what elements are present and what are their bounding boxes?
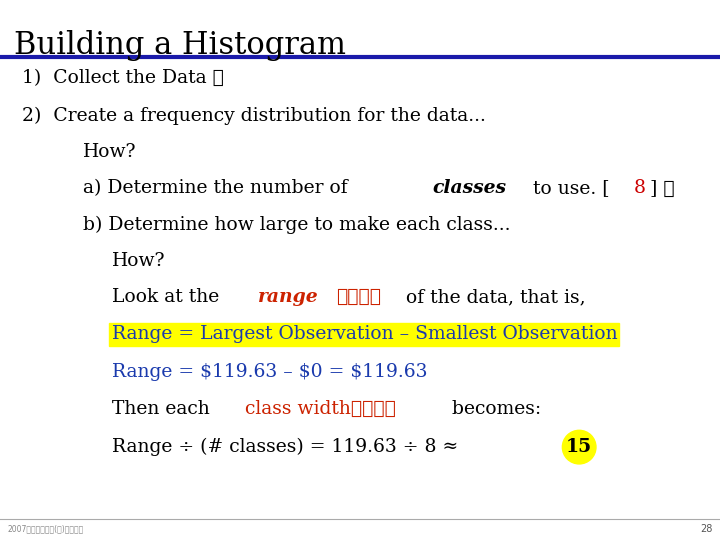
Text: Range ÷ (# classes) = 119.63 ÷ 8 ≈: Range ÷ (# classes) = 119.63 ÷ 8 ≈ bbox=[112, 438, 464, 456]
Text: 28: 28 bbox=[701, 524, 713, 534]
Text: classes: classes bbox=[432, 179, 506, 198]
Text: Range = $119.63 – $0 = $119.63: Range = $119.63 – $0 = $119.63 bbox=[112, 362, 427, 381]
Text: Range = Largest Observation – Smallest Observation: Range = Largest Observation – Smallest O… bbox=[112, 325, 617, 343]
Text: 15: 15 bbox=[566, 438, 593, 456]
Text: 2)  Create a frequency distribution for the data...: 2) Create a frequency distribution for t… bbox=[22, 107, 485, 125]
Text: How?: How? bbox=[112, 252, 165, 270]
Text: ] ✓: ] ✓ bbox=[649, 179, 674, 198]
Text: 8: 8 bbox=[634, 179, 646, 198]
Text: 1)  Collect the Data ✓: 1) Collect the Data ✓ bbox=[22, 69, 223, 87]
Text: Look at the: Look at the bbox=[112, 288, 225, 306]
Text: range: range bbox=[258, 288, 318, 306]
Text: b) Determine how large to make each class...: b) Determine how large to make each clas… bbox=[83, 215, 510, 234]
Text: class width（組寬）: class width（組寬） bbox=[246, 400, 396, 418]
Text: 2007年統計學概論(一)統計概念: 2007年統計學概論(一)統計概念 bbox=[7, 525, 84, 534]
Text: Then each: Then each bbox=[112, 400, 215, 418]
Text: to use. [: to use. [ bbox=[528, 179, 610, 198]
Text: a) Determine the number of: a) Determine the number of bbox=[83, 179, 354, 198]
Text: of the data, that is,: of the data, that is, bbox=[394, 288, 585, 306]
Text: Building a Histogram: Building a Histogram bbox=[14, 30, 346, 60]
Text: （全距）: （全距） bbox=[336, 288, 381, 306]
Text: How?: How? bbox=[83, 143, 136, 161]
Text: becomes:: becomes: bbox=[440, 400, 541, 418]
